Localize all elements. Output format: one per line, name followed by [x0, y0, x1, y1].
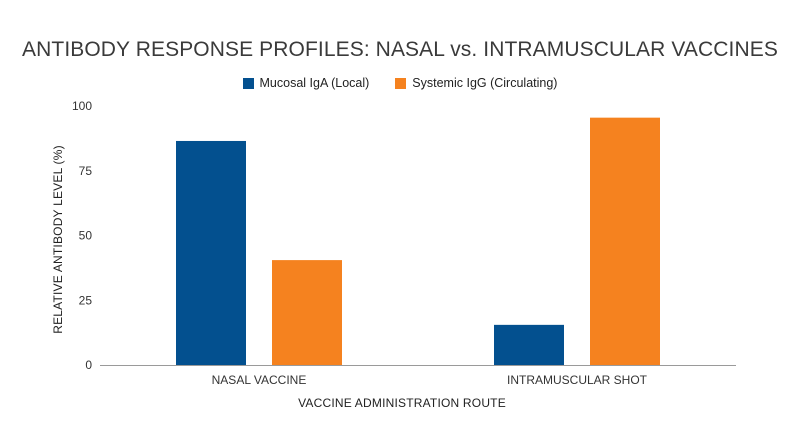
bar-iga-0	[176, 140, 246, 365]
x-tick-label: INTRAMUSCULAR SHOT	[507, 373, 648, 387]
bar-igg-1	[590, 117, 660, 365]
y-tick-label: 75	[79, 164, 93, 178]
bar-igg-0	[272, 260, 342, 365]
y-tick-label: 100	[72, 99, 92, 113]
y-tick-label: 0	[85, 358, 92, 372]
legend-label-igg: Systemic IgG (Circulating)	[412, 76, 558, 90]
x-tick-label: NASAL VACCINE	[212, 373, 307, 387]
y-tick-label: 50	[79, 229, 93, 243]
legend-swatch-igg	[395, 77, 407, 89]
legend-swatch-iga	[242, 77, 254, 89]
legend: Mucosal IgA (Local) Systemic IgG (Circul…	[0, 76, 800, 90]
y-tick-label: 25	[79, 293, 93, 307]
x-axis-title: VACCINE ADMINISTRATION ROUTE	[298, 396, 506, 410]
legend-label-iga: Mucosal IgA (Local)	[259, 76, 370, 90]
chart-title: ANTIBODY RESPONSE PROFILES: NASAL vs. IN…	[22, 38, 778, 61]
bar-iga-1	[494, 324, 564, 365]
legend-item-iga: Mucosal IgA (Local)	[242, 76, 370, 90]
y-axis-title: RELATIVE ANTIBODY LEVEL (%)	[51, 145, 65, 334]
legend-item-igg: Systemic IgG (Circulating)	[395, 76, 557, 90]
